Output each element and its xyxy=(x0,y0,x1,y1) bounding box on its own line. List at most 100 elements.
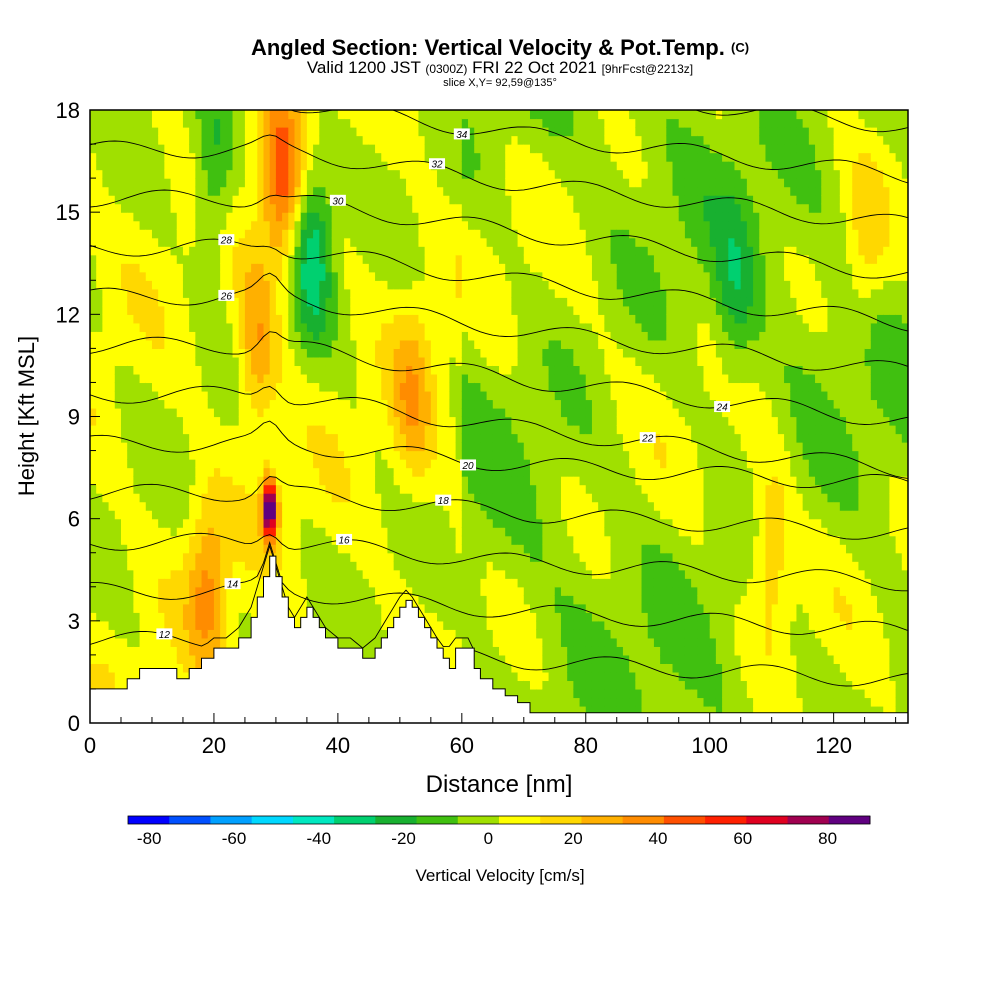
velocity-cell xyxy=(344,331,351,341)
velocity-cell xyxy=(468,595,475,605)
velocity-cell xyxy=(412,237,420,247)
velocity-cell xyxy=(195,595,203,605)
velocity-cell xyxy=(90,654,97,664)
velocity-cell xyxy=(269,280,277,290)
velocity-cell xyxy=(158,467,165,477)
velocity-cell xyxy=(226,178,234,188)
velocity-cell xyxy=(449,288,457,298)
velocity-cell xyxy=(313,569,320,579)
velocity-cell xyxy=(269,476,277,486)
velocity-cell xyxy=(325,425,333,435)
velocity-cell xyxy=(213,467,221,477)
velocity-cell xyxy=(480,195,488,205)
velocity-cell xyxy=(151,510,159,520)
velocity-cell xyxy=(207,118,215,128)
velocity-cell xyxy=(375,382,382,392)
velocity-cell xyxy=(133,501,141,511)
velocity-cell xyxy=(306,578,314,588)
velocity-cell xyxy=(176,314,184,324)
velocity-cell xyxy=(511,544,519,554)
velocity-cell xyxy=(96,373,103,384)
velocity-cell xyxy=(145,229,153,239)
velocity-cell xyxy=(325,348,333,358)
velocity-cell xyxy=(375,390,382,401)
velocity-cell xyxy=(505,229,512,239)
velocity-cell xyxy=(263,152,271,162)
velocity-cell xyxy=(468,288,475,298)
velocity-cell xyxy=(238,390,246,401)
velocity-cell xyxy=(393,382,401,392)
velocity-cell xyxy=(455,220,463,230)
velocity-cell xyxy=(499,603,506,613)
velocity-cell xyxy=(356,254,364,264)
velocity-cell xyxy=(207,305,215,315)
velocity-cell xyxy=(393,169,401,179)
velocity-cell xyxy=(430,442,438,452)
velocity-cell xyxy=(90,331,97,341)
velocity-cell xyxy=(294,348,302,358)
velocity-cell xyxy=(176,288,184,298)
velocity-cell xyxy=(127,322,134,332)
velocity-cell xyxy=(337,620,345,630)
velocity-cell xyxy=(220,271,227,281)
velocity-cell xyxy=(375,195,382,205)
velocity-cell xyxy=(226,629,234,639)
velocity-cell xyxy=(269,203,277,213)
velocity-cell xyxy=(387,203,395,213)
velocity-cell xyxy=(406,152,413,162)
velocity-cell xyxy=(418,186,426,196)
velocity-cell xyxy=(127,178,134,188)
velocity-cell xyxy=(108,663,116,673)
velocity-cell xyxy=(108,305,116,315)
velocity-cell xyxy=(195,212,203,222)
velocity-cell xyxy=(244,552,252,562)
velocity-cell xyxy=(443,186,451,196)
velocity-cell xyxy=(505,288,512,298)
velocity-cell xyxy=(499,348,506,358)
velocity-cell xyxy=(257,433,265,443)
velocity-cell xyxy=(492,620,500,630)
velocity-cell xyxy=(288,373,296,384)
velocity-cell xyxy=(269,322,277,332)
velocity-cell xyxy=(443,595,451,605)
velocity-cell xyxy=(145,288,153,298)
velocity-cell xyxy=(90,518,97,528)
velocity-cell xyxy=(306,212,314,222)
velocity-cell xyxy=(511,569,519,579)
velocity-cell xyxy=(127,237,134,247)
velocity-cell xyxy=(449,118,457,128)
velocity-cell xyxy=(251,186,258,196)
velocity-cell xyxy=(505,467,512,477)
velocity-cell xyxy=(486,671,494,682)
velocity-cell xyxy=(201,203,209,213)
velocity-cell xyxy=(263,263,271,273)
velocity-cell xyxy=(313,110,320,120)
velocity-cell xyxy=(251,416,258,426)
velocity-cell xyxy=(127,578,134,588)
velocity-cell xyxy=(424,510,432,520)
velocity-cell xyxy=(468,586,475,596)
velocity-cell xyxy=(282,425,289,435)
velocity-cell xyxy=(337,322,345,332)
velocity-cell xyxy=(189,373,196,384)
velocity-cell xyxy=(325,390,333,401)
velocity-cell xyxy=(499,237,506,247)
velocity-cell xyxy=(474,450,482,460)
velocity-cell xyxy=(288,288,296,298)
velocity-cell xyxy=(207,637,215,647)
velocity-cell xyxy=(114,331,122,341)
velocity-cell xyxy=(220,603,227,613)
velocity-cell xyxy=(387,288,395,298)
velocity-cell xyxy=(145,544,153,554)
velocity-cell xyxy=(381,356,389,367)
velocity-cell xyxy=(511,518,519,528)
velocity-cell xyxy=(189,629,196,639)
velocity-cell xyxy=(455,569,463,579)
velocity-cell xyxy=(344,203,351,213)
velocity-cell xyxy=(158,433,165,443)
velocity-cell xyxy=(195,348,203,358)
velocity-cell xyxy=(387,110,395,120)
velocity-cell xyxy=(263,297,271,307)
velocity-cell xyxy=(486,518,494,528)
velocity-cell xyxy=(282,246,289,256)
